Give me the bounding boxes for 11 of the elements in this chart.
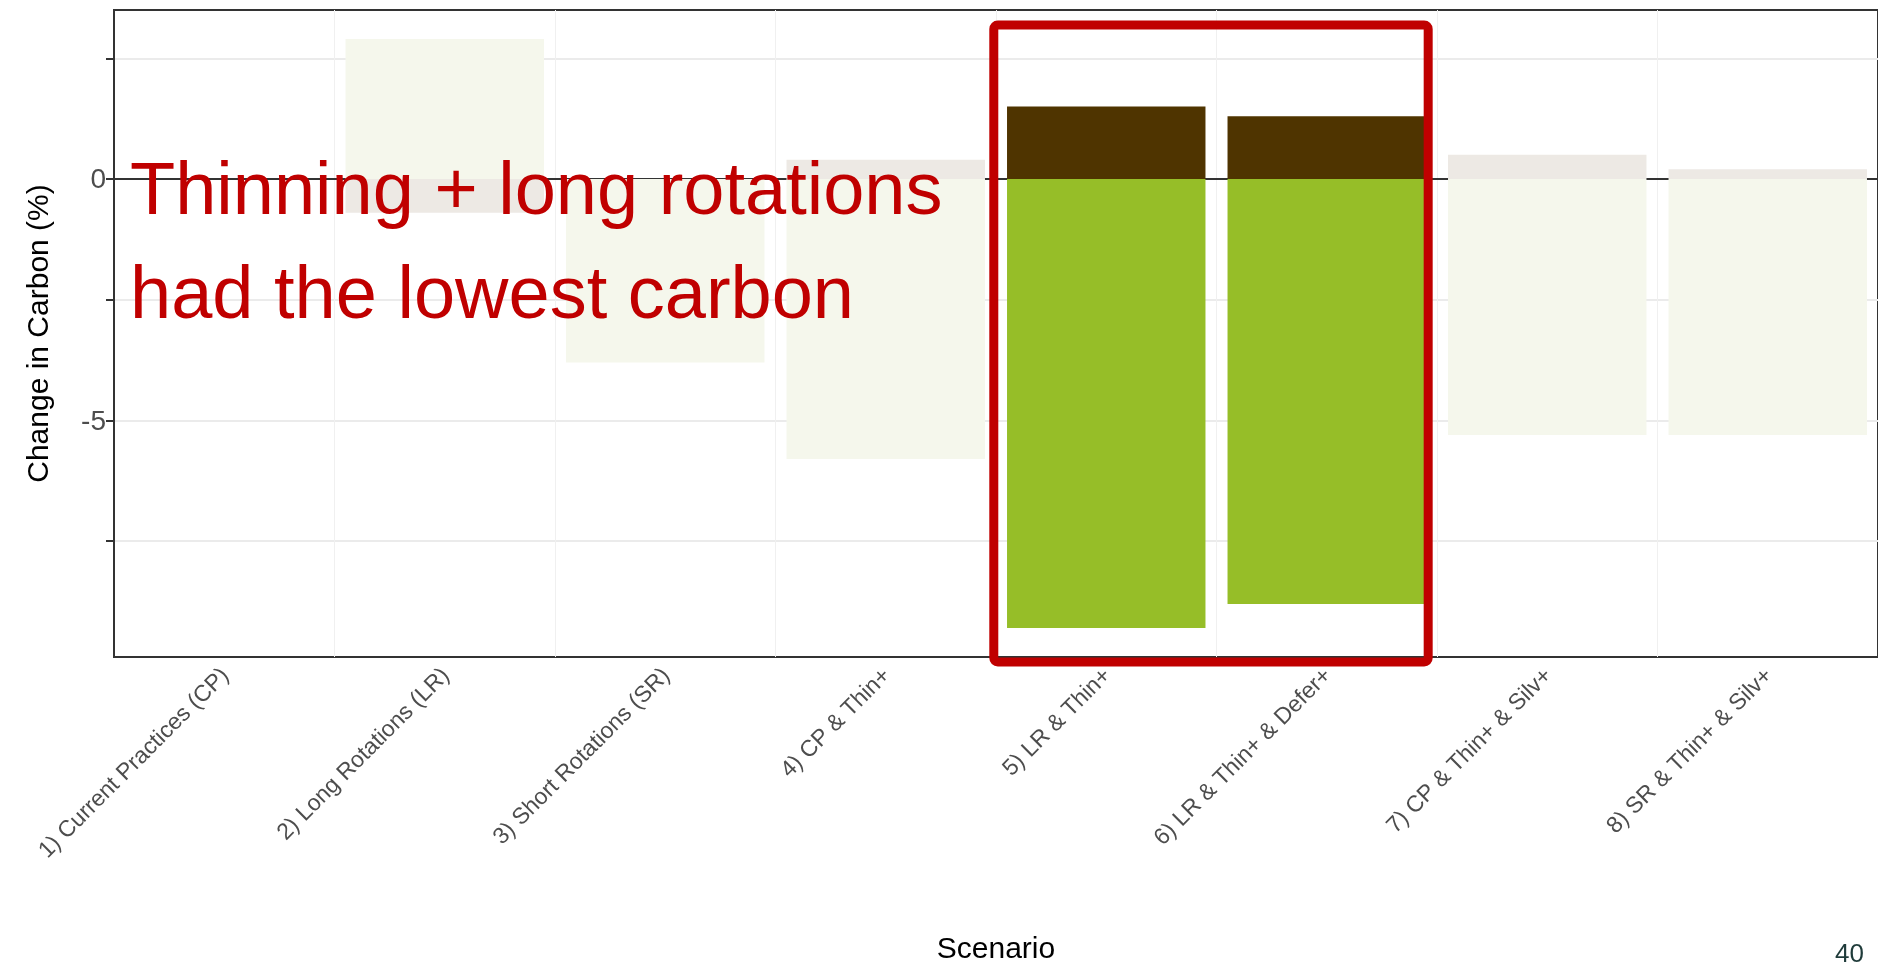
bar [1227,116,1426,179]
text: 40 [1835,938,1864,968]
y-tick-label: -5 [81,404,106,436]
x-axis-title: Scenario [936,930,1056,964]
bar [1007,106,1206,179]
bar [1007,178,1206,629]
y-axis-title: Change in Carbon (%) [20,184,54,483]
bar [1448,154,1647,179]
bar [1668,169,1867,179]
y-tick-label: 0 [90,163,106,195]
bar [1227,178,1426,604]
